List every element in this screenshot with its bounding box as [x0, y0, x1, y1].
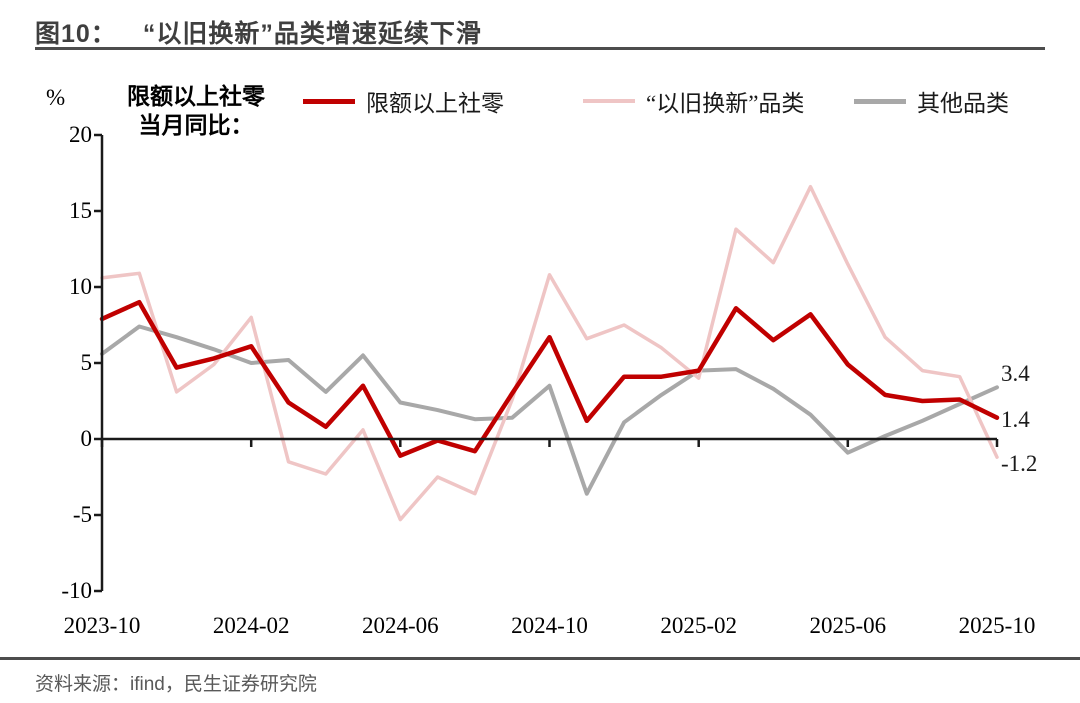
x-axis-tick-label: 2023-10: [63, 613, 141, 638]
y-axis-tick-label: 10: [69, 274, 92, 299]
y-axis-unit-label: %: [46, 85, 66, 110]
figure-title: 图10： “以旧换新”品类增速延续下滑: [35, 14, 482, 50]
figure-title-text: “以旧换新”品类增速延续下滑: [142, 20, 482, 48]
y-axis-tick-label: -10: [61, 578, 92, 603]
end-value-label-other: 3.4: [1001, 361, 1030, 387]
y-axis-title: 限额以上社零 当月同比：: [118, 82, 274, 140]
y-axis-tick-label: -5: [72, 502, 92, 527]
x-axis-tick-label: 2025-02: [660, 613, 737, 638]
footer-divider: [0, 657, 1080, 660]
series-line-other: [100, 324, 999, 496]
x-axis-tick-label: 2025-06: [809, 613, 887, 638]
legend-line-swatch-pink: [583, 99, 635, 103]
y-axis-title-line2: 当月同比：: [138, 112, 254, 138]
legend-line-swatch-gray: [854, 98, 906, 104]
y-axis-tick-label: 20: [69, 122, 92, 147]
y-axis: [94, 133, 104, 593]
x-axis-tick-label: 2024-06: [361, 613, 439, 638]
end-value-label-tradein: -1.2: [1001, 451, 1038, 477]
legend-item-main: 限额以上社零: [303, 88, 504, 116]
series-line-tradein: [100, 184, 999, 522]
title-divider: [35, 47, 1045, 50]
source-note: 资料来源：ifind，民生证券研究院: [35, 674, 317, 695]
figure-number: 图10：: [35, 20, 117, 48]
y-axis-tick-label: 0: [80, 426, 93, 451]
legend-label: 限额以上社零: [366, 91, 504, 116]
y-axis-title-line1: 限额以上社零: [127, 83, 265, 109]
x-axis-tick-label: 2024-10: [511, 613, 588, 638]
legend-item-other: 其他品类: [854, 88, 1009, 116]
legend-label: “以旧换新”品类: [646, 91, 805, 116]
series-line-main: [99, 299, 1000, 458]
legend-line-swatch-red: [303, 98, 355, 104]
x-axis-tick-label: 2024-02: [212, 613, 290, 638]
y-axis-tick-label: 15: [69, 198, 92, 223]
legend-label: 其他品类: [917, 91, 1009, 116]
y-axis-tick-label: 5: [80, 350, 93, 375]
end-value-label-main: 1.4: [1001, 406, 1030, 432]
x-axis-zero-line: [100, 437, 999, 447]
x-axis-tick-label: 2025-10: [958, 613, 1036, 638]
legend-item-tradein: “以旧换新”品类: [583, 88, 804, 116]
